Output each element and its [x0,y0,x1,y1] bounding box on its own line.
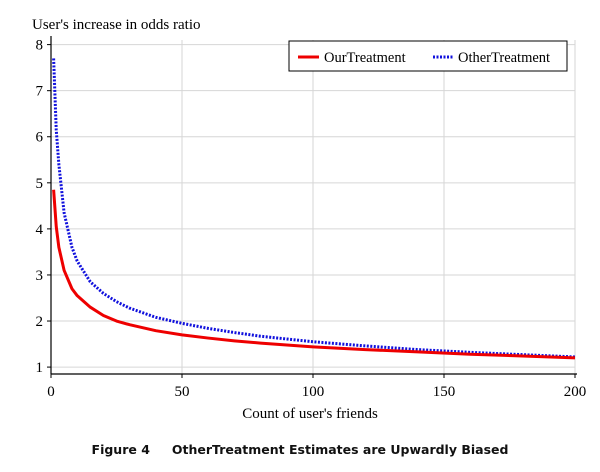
figure-title: OtherTreatment Estimates are Upwardly Bi… [171,442,509,457]
chart: 0 50 100 150 200 1 2 3 4 5 6 7 8 User's increase in … [32,17,587,422]
legend-label-othertreatment: OtherTreatment [458,50,550,66]
x-tick-label: 50 [175,384,190,400]
y-axis-label: User's increase in odds ratio [32,17,201,33]
series-line-ourtreatment [52,189,576,360]
y-tick-label: 6 [36,130,44,146]
x-tick-label: 0 [47,384,55,400]
ticks: 0 50 100 150 200 1 2 3 4 5 6 7 8 [36,38,587,400]
y-tick-label: 5 [36,176,44,192]
x-tick-label: 200 [564,384,587,400]
legend-label-ourtreatment: OurTreatment [324,50,406,66]
legend: OurTreatment OtherTreatment [288,40,568,72]
x-tick-label: 150 [433,384,456,400]
x-axis-label: Count of user's friends [242,406,378,422]
figure-caption: Figure 4 OtherTreatment Estimates are Upw… [0,442,600,457]
grid [51,40,576,374]
x-tick-label: 100 [302,384,325,400]
y-tick-label: 7 [36,84,44,100]
y-tick-label: 3 [36,268,44,284]
axes [50,36,577,375]
legend-box [288,40,568,72]
y-tick-label: 2 [36,314,44,330]
series-line-othertreatment [52,58,576,359]
y-tick-label: 1 [36,360,44,376]
y-tick-label: 8 [36,38,44,54]
y-tick-label: 4 [36,222,44,238]
figure-number: Figure 4 [91,442,150,457]
series [52,58,576,360]
